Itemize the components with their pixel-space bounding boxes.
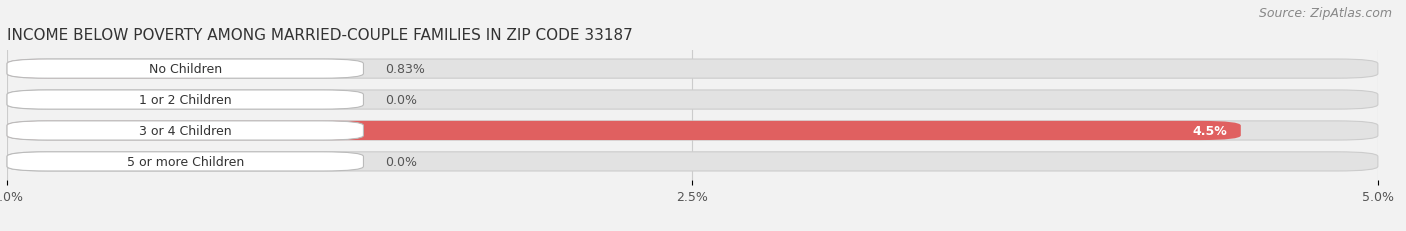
Text: INCOME BELOW POVERTY AMONG MARRIED-COUPLE FAMILIES IN ZIP CODE 33187: INCOME BELOW POVERTY AMONG MARRIED-COUPL… — [7, 28, 633, 43]
Text: 4.5%: 4.5% — [1192, 125, 1227, 137]
Text: 1 or 2 Children: 1 or 2 Children — [139, 94, 232, 106]
FancyBboxPatch shape — [7, 152, 1378, 171]
FancyBboxPatch shape — [7, 60, 363, 79]
FancyBboxPatch shape — [7, 91, 363, 110]
Text: 0.0%: 0.0% — [385, 155, 418, 168]
FancyBboxPatch shape — [7, 91, 1378, 110]
FancyBboxPatch shape — [7, 60, 1378, 79]
FancyBboxPatch shape — [7, 60, 235, 79]
FancyBboxPatch shape — [7, 121, 1241, 140]
Text: 3 or 4 Children: 3 or 4 Children — [139, 125, 232, 137]
FancyBboxPatch shape — [7, 152, 363, 171]
FancyBboxPatch shape — [7, 121, 1378, 140]
Text: 0.0%: 0.0% — [385, 94, 418, 106]
Text: Source: ZipAtlas.com: Source: ZipAtlas.com — [1258, 7, 1392, 20]
Text: 5 or more Children: 5 or more Children — [127, 155, 243, 168]
FancyBboxPatch shape — [7, 121, 363, 140]
Text: No Children: No Children — [149, 63, 222, 76]
Text: 0.83%: 0.83% — [385, 63, 425, 76]
